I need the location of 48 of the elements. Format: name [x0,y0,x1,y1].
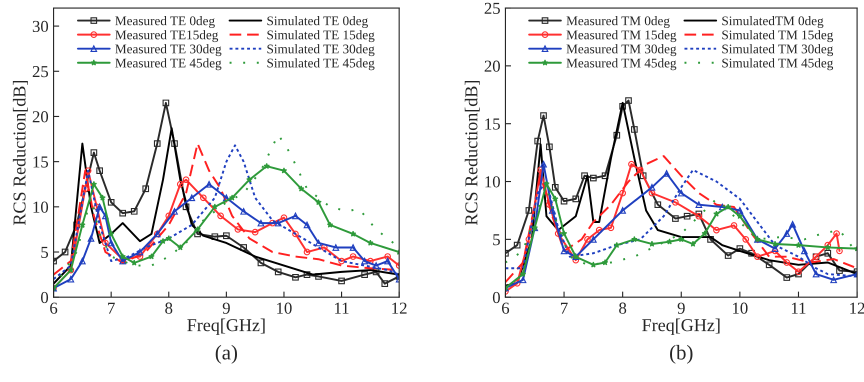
x-tick-label: 11 [792,302,806,314]
legend-label: Measured TM 30deg [566,44,676,56]
y-tick-label: 5 [493,234,500,246]
legend-label: Measured TE 30deg [115,44,222,56]
legend-label: Simulated TM 15deg [722,30,834,42]
legend-label: Measured TE 0deg [115,16,215,28]
legend-label: SimulatedTM 0deg [722,16,824,28]
y-tick-label: 30 [32,20,48,32]
legend-label: Simulated TE 0deg [267,16,368,28]
legend-label: Simulated TE 15deg [267,30,375,42]
legend-label: Measured TM 45deg [566,58,676,70]
x-tick-label: 7 [108,302,115,314]
y-tick-label: 10 [34,202,48,213]
y-tick-label: 15 [485,118,500,130]
y-axis-title: RCS Reduction[dB] [464,80,480,226]
x-tick-label: 9 [678,302,685,314]
x-axis-title: Freq[GHz] [187,318,265,335]
legend-label: Measured TE 45deg [115,58,222,70]
x-tick-label: 10 [277,302,292,314]
y-tick-label: 10 [485,176,500,188]
x-tick-label: 6 [50,302,58,314]
legend-label: Measured TM 15deg [566,30,676,42]
y-tick-label: 5 [41,246,48,258]
x-tick-label: 9 [222,302,230,314]
x-tick-label: 11 [335,302,349,314]
legend-label: Simulated TM 30deg [722,44,834,56]
legend-label: Measured TE15deg [115,30,218,42]
legend-label: Measured TM 0deg [566,16,670,28]
legend-label: Simulated TE 30deg [267,44,375,56]
y-tick-label: 0 [41,292,48,304]
text: (a) [216,344,238,364]
legend-label: Simulated TM 45deg [722,58,834,70]
y-axis-title: RCS Reduction[dB] [12,80,28,226]
x-tick-label: 8 [165,302,172,314]
text: (b) [670,344,692,364]
y-tick-label: 15 [34,156,48,168]
x-tick-label: 6 [502,302,510,314]
x-tick-label: 10 [733,302,748,314]
legend-label: Simulated TE 45deg [267,58,375,70]
x-axis-title: Freq[GHz] [642,318,720,335]
y-tick-label: 0 [492,292,500,304]
x-tick-label: 7 [560,302,568,314]
y-tick-label: 20 [32,111,48,122]
y-tick-label: 25 [32,66,48,78]
x-tick-label: 12 [392,302,407,314]
y-tick-label: 20 [484,60,500,72]
x-tick-label: 8 [619,302,626,314]
y-tick-label: 25 [484,2,500,14]
